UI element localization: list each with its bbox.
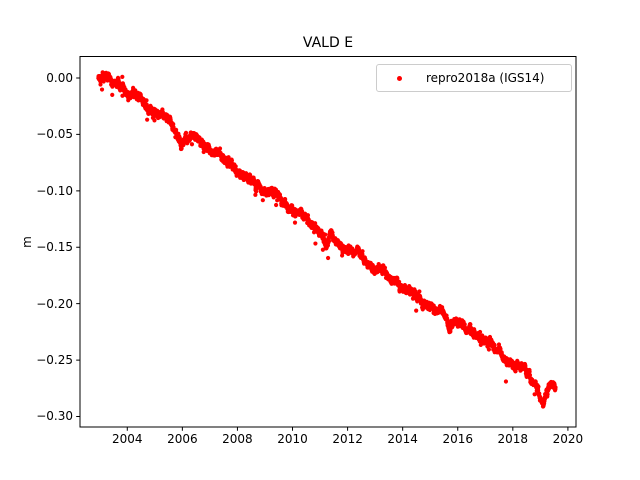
x-tick-label: 2014 [387, 432, 418, 446]
x-tick-label: 2008 [222, 432, 253, 446]
y-tick-label: −0.10 [36, 183, 73, 198]
y-tick-label: 0.00 [46, 71, 73, 85]
legend: repro2018a (IGS14) [376, 64, 572, 92]
y-tick-label: −0.25 [36, 353, 73, 368]
chart-title: VALD E [302, 35, 354, 51]
x-tick-label: 2004 [112, 432, 143, 446]
x-tick-label: 2018 [497, 432, 529, 446]
y-tick-label: −0.20 [36, 296, 73, 311]
y-tick-label: −0.30 [36, 409, 73, 424]
x-tick-label: 2006 [167, 432, 198, 446]
legend-label: repro2018a (IGS14) [426, 71, 545, 85]
x-tick-label: 2010 [277, 432, 308, 446]
x-tick-label: 2020 [552, 432, 584, 446]
y-tick-label: −0.15 [36, 240, 73, 255]
y-tick-label: −0.05 [36, 127, 73, 142]
x-tick-label: 2012 [332, 432, 363, 446]
x-tick-label: 2016 [442, 432, 473, 446]
legend-marker-icon [397, 75, 402, 81]
